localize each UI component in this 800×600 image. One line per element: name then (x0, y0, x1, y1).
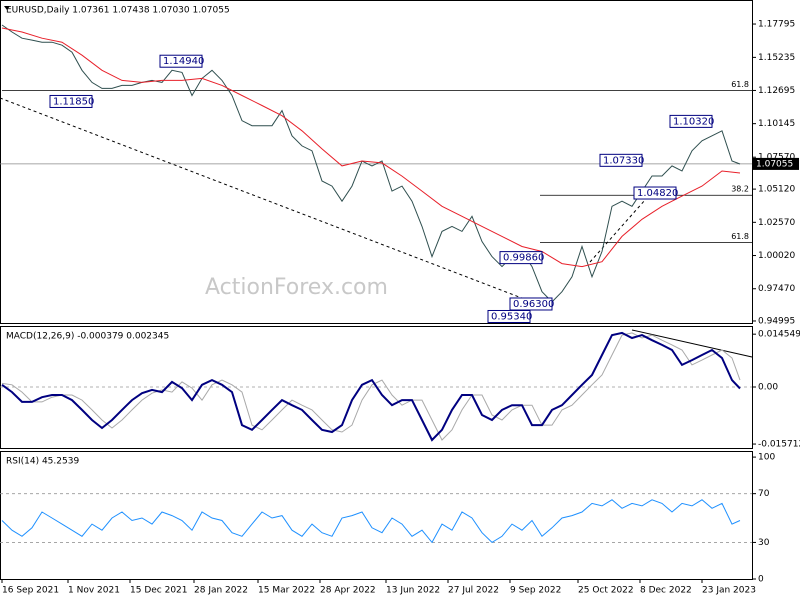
series-line (1, 499, 741, 544)
y-tick-label: 0 (758, 575, 764, 585)
y-tick-label: 0.014549 (758, 330, 800, 340)
level-label: 38.2 (731, 185, 749, 194)
x-tick-label: 13 Jun 2022 (386, 586, 440, 596)
price-label: 1.14940 (163, 56, 204, 67)
price-label: 0.99860 (503, 253, 544, 264)
y-tick-label: 70 (758, 489, 770, 499)
price-label: 0.96300 (513, 299, 554, 310)
y-tick-label: 1.07570 (758, 153, 795, 163)
price-label: 1.07330 (603, 155, 644, 166)
price-label: 1.10320 (673, 116, 714, 127)
x-tick-label: 15 Dec 2021 (130, 586, 188, 596)
last-price-box (752, 157, 799, 170)
last-price-label: 1.07055 (756, 159, 793, 169)
watermark: ActionForex.com (205, 275, 388, 300)
trend-line (589, 199, 646, 263)
x-tick-label: 16 Sep 2021 (2, 586, 59, 596)
x-tick-label: 25 Oct 2022 (578, 586, 634, 596)
price-label-box (633, 186, 677, 200)
y-tick-label: 1.05120 (758, 185, 795, 195)
y-tick-label: -0.015712 (758, 440, 800, 450)
price-label-box (499, 251, 543, 265)
y-tick-label: 100 (758, 453, 775, 463)
chart-title: EURUSD,Daily 1.07361 1.07438 1.07030 1.0… (6, 6, 230, 16)
price-label: 1.04820 (637, 188, 678, 199)
level-label: 61.8 (731, 80, 749, 89)
chart-title: RSI(14) 45.2539 (6, 457, 79, 467)
price-label-box (509, 297, 553, 311)
price-label-box (159, 54, 203, 68)
x-tick-label: 8 Dec 2022 (640, 586, 692, 596)
series-line (1, 331, 741, 442)
x-tick-label: 9 Sep 2022 (510, 586, 561, 596)
trend-line (0, 97, 541, 306)
series-line (1, 332, 741, 441)
y-tick-label: 0.94995 (758, 316, 795, 326)
price-label-box (49, 94, 93, 108)
price-label-box (669, 114, 713, 128)
x-tick-label: 1 Nov 2021 (68, 586, 120, 596)
series-line (1, 24, 741, 303)
y-tick-label: 30 (758, 538, 770, 548)
x-tick-label: 15 Mar 2022 (258, 586, 315, 596)
y-tick-label: 1.15235 (758, 53, 795, 63)
y-tick-label: 1.17795 (758, 20, 795, 30)
price-label: 1.11850 (53, 96, 94, 107)
y-tick-label: 0.97470 (758, 284, 795, 294)
x-tick-label: 28 Apr 2022 (320, 586, 376, 596)
y-tick-label: 0.00 (758, 383, 778, 393)
y-tick-label: 1.02570 (758, 218, 795, 228)
price-label-box (487, 309, 531, 323)
series-line (1, 27, 741, 268)
menu-arrow (4, 6, 10, 10)
rsi-panel (0, 451, 753, 580)
chart-title: MACD(12,26,9) -0.000379 0.002345 (6, 332, 169, 342)
x-tick-label: 27 Jul 2022 (448, 586, 499, 596)
x-tick-label: 28 Jan 2022 (194, 586, 248, 596)
y-tick-label: 1.10145 (758, 119, 795, 129)
y-tick-label: 1.00020 (758, 251, 795, 261)
y-tick-label: 1.12695 (758, 86, 795, 96)
macd-trend-line (631, 329, 753, 358)
level-label: 61.8 (731, 232, 749, 241)
x-tick-label: 23 Jan 2023 (702, 586, 756, 596)
price-label-box (599, 153, 643, 167)
price-label: 0.95340 (491, 311, 532, 322)
